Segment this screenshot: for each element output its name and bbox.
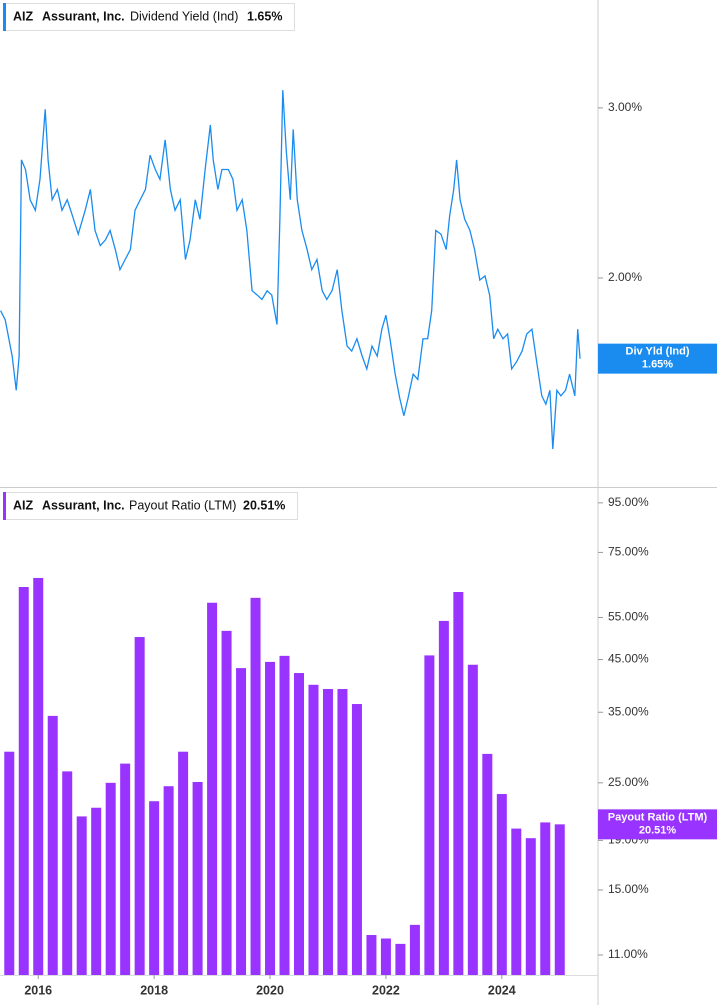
bar xyxy=(294,673,304,975)
x-tick-label: 2020 xyxy=(256,983,284,997)
badge-name: Div Yld (Ind) xyxy=(626,346,690,358)
company: Assurant, Inc. xyxy=(42,9,125,23)
bar xyxy=(554,824,565,975)
plot-layer: 3.00% 2.00% 95.00% 75.00% 55.00% 45.00% 35.00%… xyxy=(0,90,649,997)
metric-title: Dividend Yield (Ind) xyxy=(130,9,238,23)
y-tick-label: 95.00% xyxy=(608,495,649,509)
legend-top: AIZ Assurant, Inc. Dividend Yield (Ind) … xyxy=(3,3,295,31)
bar xyxy=(18,587,29,975)
bar xyxy=(47,715,58,975)
bar xyxy=(207,602,218,975)
line-series xyxy=(0,90,581,450)
y-tick-label: 15.00% xyxy=(608,882,649,896)
metric-title: Payout Ratio (LTM) xyxy=(129,498,236,512)
y-tick-label: 3.00% xyxy=(608,100,642,114)
bar xyxy=(395,943,406,975)
bar xyxy=(91,807,102,975)
current-badge xyxy=(598,809,717,840)
bar xyxy=(178,751,189,975)
bar xyxy=(105,782,116,975)
bar xyxy=(120,763,131,975)
bar xyxy=(236,668,247,975)
bar xyxy=(76,816,87,975)
y-tick-label: 2.00% xyxy=(608,270,642,284)
x-tick-label: 2024 xyxy=(488,983,516,997)
x-tick-label: 2016 xyxy=(24,983,52,997)
bar xyxy=(265,661,276,975)
bar xyxy=(424,655,435,975)
bar xyxy=(496,794,507,975)
current-badge xyxy=(598,343,717,374)
bar xyxy=(192,781,203,975)
y-tick-label: 75.00% xyxy=(608,545,649,559)
bar xyxy=(540,822,551,975)
bar xyxy=(4,751,15,975)
x-tick-label: 2018 xyxy=(140,983,168,997)
legend-box xyxy=(3,3,295,31)
bar xyxy=(134,637,145,975)
legend-swatch xyxy=(3,3,6,31)
current-value: 20.51% xyxy=(243,498,285,512)
bar xyxy=(482,753,493,975)
x-tick-label: 2022 xyxy=(372,983,400,997)
bar xyxy=(511,828,522,975)
company: Assurant, Inc. xyxy=(42,498,125,512)
bar xyxy=(163,786,174,975)
bar xyxy=(33,577,44,975)
y-tick-label: 35.00% xyxy=(608,704,649,718)
bar xyxy=(337,689,348,975)
bar xyxy=(380,938,391,975)
ticker: AIZ xyxy=(13,9,34,23)
bar xyxy=(453,592,464,975)
badge-value: 20.51% xyxy=(639,824,677,836)
y-tick-label: 45.00% xyxy=(608,652,649,666)
bar xyxy=(351,704,362,975)
legend-bottom: AIZ Assurant, Inc. Payout Ratio (LTM) 20… xyxy=(3,492,298,520)
bar xyxy=(62,771,73,975)
bar xyxy=(322,689,333,975)
bar xyxy=(525,838,536,975)
bar xyxy=(308,684,319,975)
y-tick-label: 55.00% xyxy=(608,610,649,624)
bar xyxy=(409,924,420,975)
current-value: 1.65% xyxy=(247,9,282,23)
bar xyxy=(438,620,449,975)
y-tick-label: 25.00% xyxy=(608,775,649,789)
bar xyxy=(467,664,478,975)
bar xyxy=(250,597,261,975)
bar xyxy=(221,630,232,975)
legend-swatch xyxy=(3,492,6,520)
bar xyxy=(279,655,290,975)
bar xyxy=(149,801,160,975)
badge-name: Payout Ratio (LTM) xyxy=(608,811,708,823)
y-tick-label: 11.00% xyxy=(608,947,648,961)
badge-value: 1.65% xyxy=(642,359,673,371)
ticker: AIZ xyxy=(13,498,34,512)
legend-box xyxy=(3,492,298,520)
bar xyxy=(366,935,377,975)
